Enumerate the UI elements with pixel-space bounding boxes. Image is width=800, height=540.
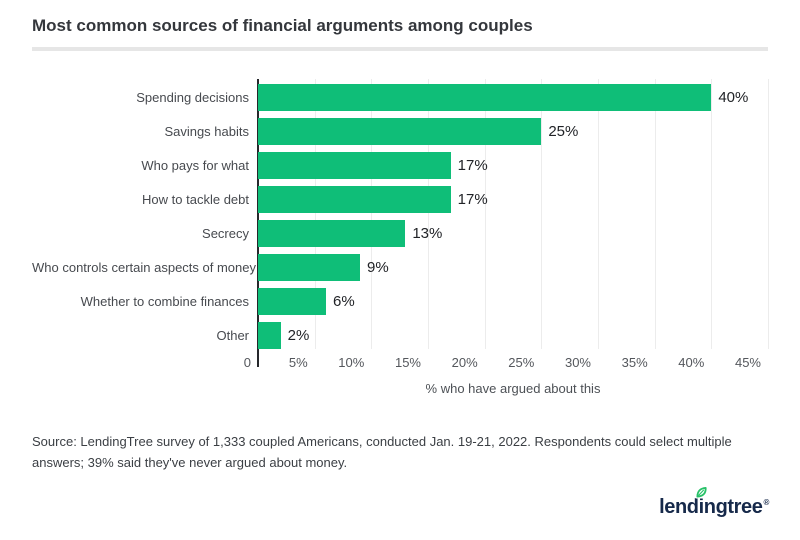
bar (258, 288, 326, 315)
bar-row: Whether to combine finances 6% (32, 288, 768, 315)
logo-text-i: i (695, 487, 707, 518)
category-label: Who pays for what (141, 158, 249, 173)
value-label: 2% (287, 327, 310, 344)
bar-row: Who pays for what 17% (32, 152, 768, 179)
value-label: 9% (367, 259, 389, 276)
tick-label: 20% (451, 355, 478, 370)
lendingtree-logo: lendi ngtree® (659, 487, 770, 519)
value-label: 13% (412, 225, 443, 242)
bar (258, 186, 451, 213)
bar-chart: Spending decisions 40% Savings habits 25% Wh… (32, 79, 769, 396)
x-axis-label: % who have argued about this (425, 381, 601, 396)
tick-label: 5% (288, 355, 308, 370)
tick-label: 40% (678, 355, 705, 370)
gridline (768, 79, 769, 349)
bar-track: 2% (258, 322, 768, 349)
bar-track: 13% (258, 220, 768, 247)
leaf-icon (694, 485, 709, 500)
logo-letter-i: i (698, 496, 705, 518)
bar-track: 17% (258, 186, 768, 213)
bar-track: 6% (258, 288, 768, 315)
tick-label: 45% (734, 355, 761, 370)
category-label: Savings habits (164, 124, 249, 139)
logo-text-post: ngtree (703, 496, 763, 518)
gridline (654, 79, 656, 349)
bar-track: 9% (258, 254, 768, 281)
category-label: How to tackle debt (142, 192, 249, 207)
tick-label: 0 (243, 355, 251, 370)
gridline (428, 79, 429, 349)
tick-row: 0 5% 10% 15% 20% 25% 30% 35% 40% 45% (244, 355, 768, 372)
grid-layer (258, 79, 769, 349)
bar (258, 152, 451, 179)
category-label: Whether to combine finances (80, 294, 249, 309)
gridline (484, 79, 486, 349)
gridline (598, 79, 599, 349)
bar-row: How to tackle debt 17% (32, 186, 768, 213)
category-label: Other (216, 328, 249, 343)
category-label: Who controls certain aspects of money (32, 260, 256, 275)
bar-track: 17% (258, 152, 768, 179)
bar (258, 118, 542, 145)
bar (258, 322, 281, 349)
value-label: 25% (548, 123, 579, 140)
bar (258, 254, 360, 281)
bar-track: 40% (258, 84, 768, 111)
bar (258, 220, 406, 247)
category-label: Spending decisions (136, 90, 249, 105)
bar-row: Spending decisions 40% (32, 84, 768, 111)
value-label: 17% (457, 157, 488, 174)
logo-text-pre: lend (659, 496, 699, 518)
registered-mark: ® (763, 498, 770, 507)
title-divider (32, 47, 768, 51)
bar-row: Savings habits 25% (32, 118, 768, 145)
bar-row: Who controls certain aspects of money 9% (32, 254, 768, 281)
logo-wordmark: lendi ngtree® (659, 487, 770, 519)
tick-label: 10% (338, 355, 365, 370)
category-label: Secrecy (202, 226, 249, 241)
gridline (371, 79, 373, 349)
tick-label: 25% (508, 355, 535, 370)
tick-label: 35% (621, 355, 648, 370)
gridline (711, 79, 713, 349)
value-label: 40% (718, 89, 749, 106)
gridline (541, 79, 543, 349)
source-note: Source: LendingTree survey of 1,333 coup… (32, 434, 732, 470)
tick-label: 15% (394, 355, 421, 370)
bar-row: Other 2% (32, 322, 768, 349)
bar-row: Secrecy 13% (32, 220, 768, 247)
tick-label: 30% (564, 355, 591, 370)
bar (258, 84, 712, 111)
value-label: 17% (457, 191, 488, 208)
chart-rows: Spending decisions 40% Savings habits 25% Wh… (32, 79, 768, 349)
chart-title: Most common sources of financial argumen… (32, 16, 533, 35)
gridline (314, 79, 316, 349)
bar-track: 25% (258, 118, 768, 145)
value-label: 6% (332, 293, 355, 310)
